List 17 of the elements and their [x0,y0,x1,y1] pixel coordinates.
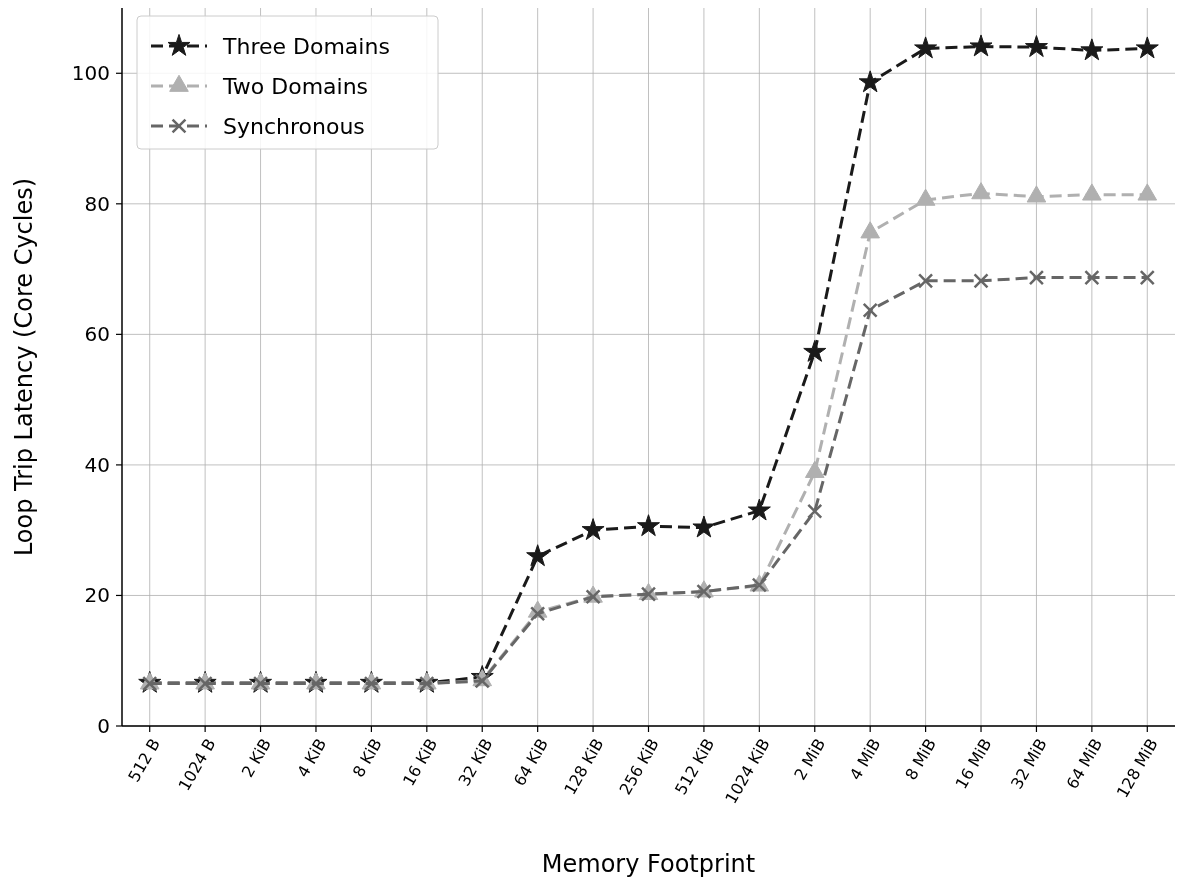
y-tick-label: 20 [84,583,110,608]
legend-label: Three Domains [222,33,390,59]
x-tick-label: 2 KiB [237,735,275,781]
y-tick-label: 0 [97,714,110,738]
x-tick-label: 16 KiB [399,735,442,790]
y-tick-label: 100 [71,61,110,86]
y-tick-label: 80 [84,191,110,216]
x-tick-label: 32 KiB [454,735,497,790]
legend-label: Two Domains [222,73,369,99]
x-tick-label: 64 KiB [509,735,552,790]
x-axis-title: Memory Footprint [541,850,756,878]
x-tick-label: 8 KiB [348,735,386,781]
legend-label: Synchronous [223,113,365,139]
y-axis-title: Loop Trip Latency (Core Cycles) [10,177,38,557]
x-tick-label: 4 KiB [293,735,331,781]
y-tick-label: 60 [84,322,110,347]
y-tick-label: 40 [84,452,110,477]
